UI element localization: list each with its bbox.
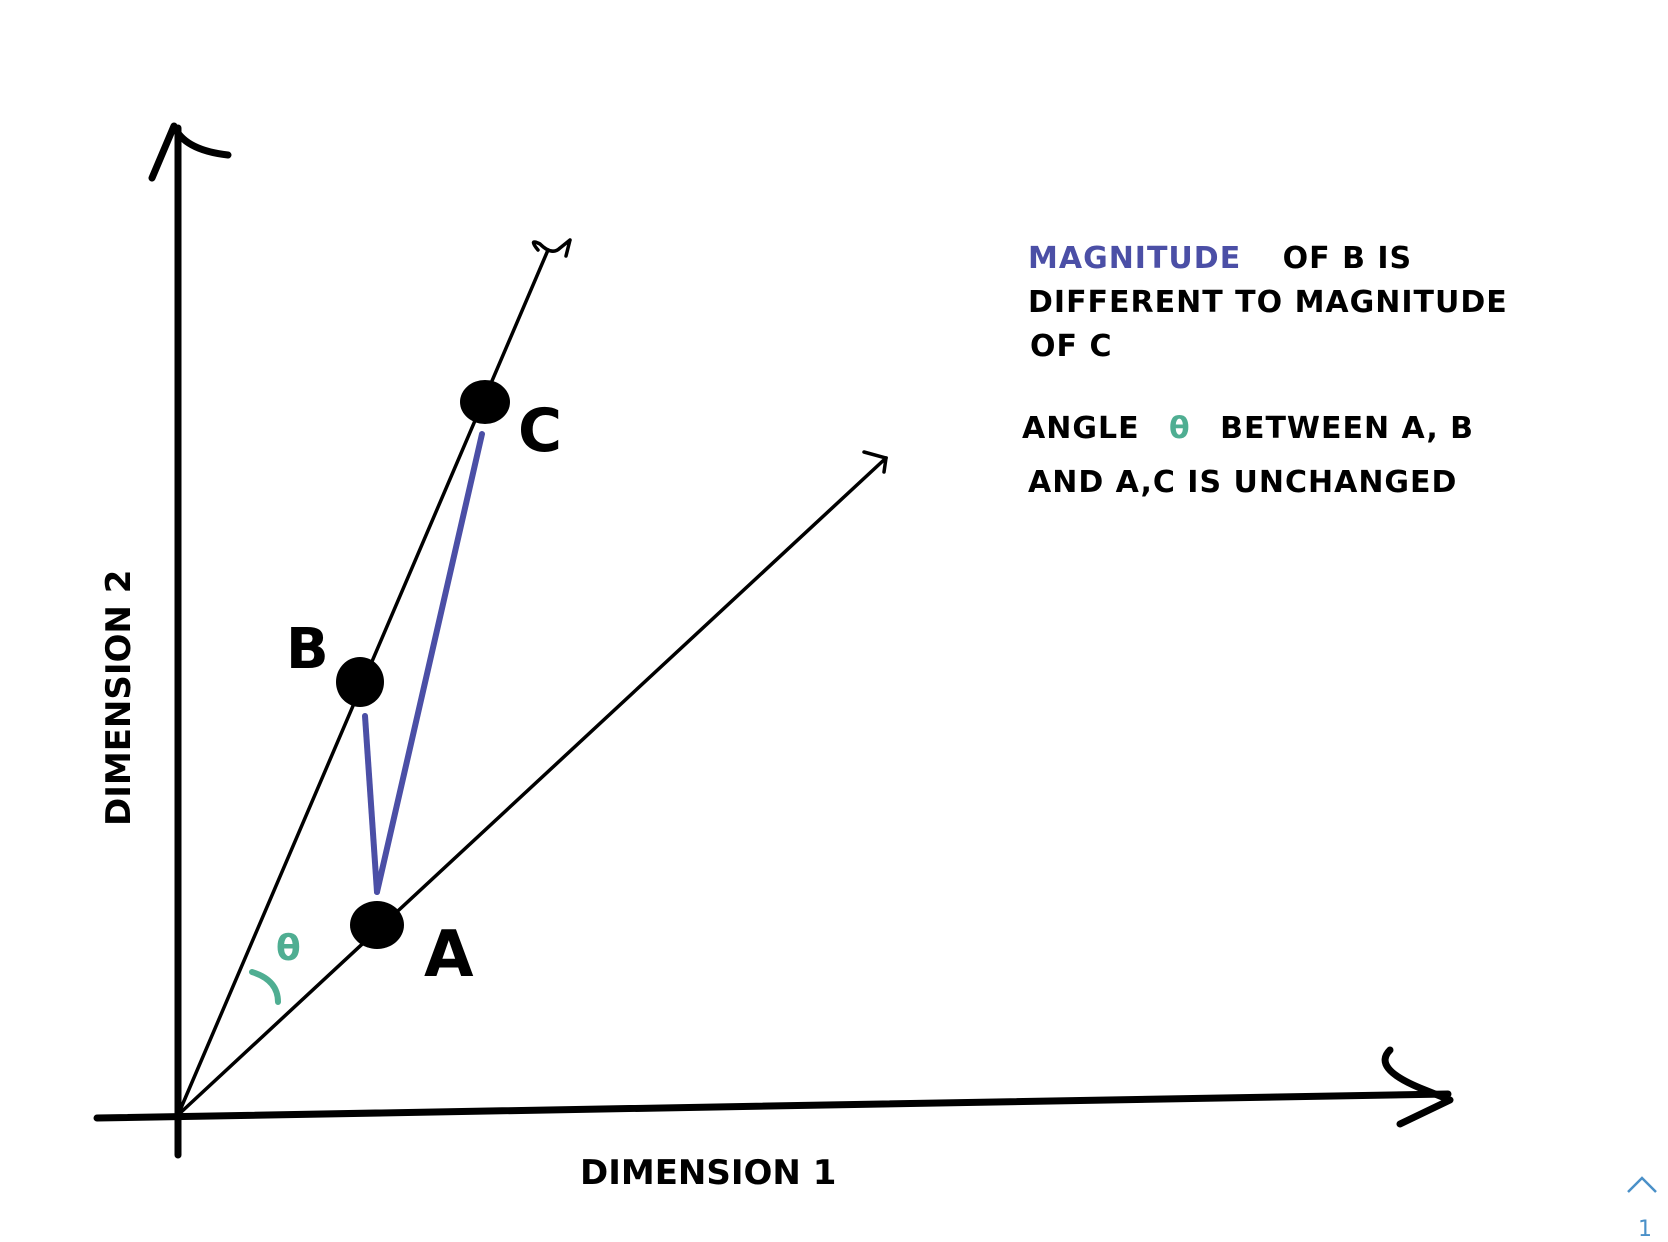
note-line4-rest: BETWEEN A, B xyxy=(1220,411,1474,446)
point-a-dot xyxy=(350,901,404,949)
page-indicator: 1 xyxy=(1638,1217,1652,1242)
point-a-label: A xyxy=(424,918,474,992)
y-axis xyxy=(148,122,232,1159)
vector-line-a-tip xyxy=(862,450,888,474)
vector-line-a xyxy=(176,456,888,1117)
magnitude-line-a-c xyxy=(374,431,485,895)
point-c-label: C xyxy=(518,396,562,466)
y-axis-label: DIMENSION 2 xyxy=(99,570,139,826)
note-line3: OF C xyxy=(1030,329,1112,364)
point-b-dot xyxy=(336,657,384,707)
magnitude-word: MAGNITUDE xyxy=(1028,241,1241,276)
svg-text:MAGNITUDE OF B IS: MAGNITUDE OF B IS xyxy=(1028,241,1412,276)
scroll-up-button[interactable] xyxy=(1624,1170,1660,1198)
note-line1-rest: OF B IS xyxy=(1283,241,1413,276)
x-axis-arrowhead xyxy=(1381,1046,1454,1128)
angle-word: ANGLE xyxy=(1022,411,1140,446)
chevron-up-icon xyxy=(1627,1176,1657,1193)
theta-label: θ xyxy=(276,928,301,969)
magnitude-line-a-b xyxy=(362,713,380,895)
note-line2: DIFFERENT TO MAGNITUDE xyxy=(1028,285,1508,320)
point-b-label: B xyxy=(286,617,329,682)
point-c-dot xyxy=(460,380,510,424)
annotation-note: MAGNITUDE OF B IS DIFFERENT TO MAGNITUDE… xyxy=(1022,241,1508,500)
svg-text:ANGLE θ BETWEEN A,: ANGLE θ BETWEEN A, B xyxy=(1022,411,1474,446)
angle-arc xyxy=(249,969,281,1005)
note-line5: AND A,C IS UNCHANGED xyxy=(1028,465,1457,500)
note-theta: θ xyxy=(1169,411,1191,446)
x-axis xyxy=(93,1046,1454,1128)
y-axis-arrowhead xyxy=(148,122,232,182)
x-axis-label: DIMENSION 1 xyxy=(580,1153,836,1193)
vector-line-bc-tip xyxy=(531,238,572,258)
